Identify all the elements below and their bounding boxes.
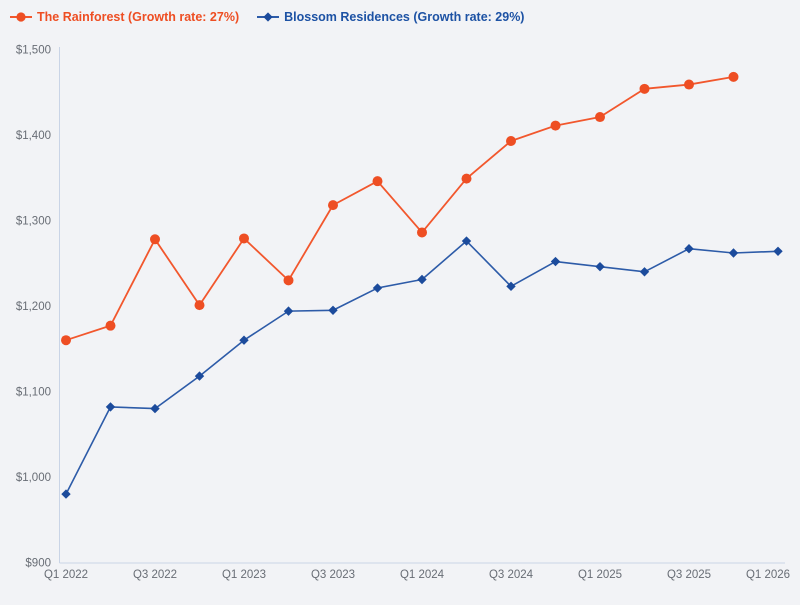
data-point [372,176,383,187]
data-point [105,402,116,412]
data-point [639,83,650,94]
y-tick-label: $1,500 [16,45,51,57]
data-point [550,256,561,267]
series-line [65,75,735,342]
data-point [194,371,205,381]
series-the-rainforest [61,71,739,346]
data-point [728,71,739,82]
data-point [684,79,694,90]
legend: The Rainforest (Growth rate: 27%) Blosso… [10,7,524,27]
data-point [150,403,160,414]
x-tick-label: Q3 2024 [489,569,534,581]
legend-item-the-rainforest[interactable]: The Rainforest (Growth rate: 27%) [10,7,239,27]
y-tick-label: $1,100 [16,387,51,399]
y-tick-label: $1,200 [16,301,51,313]
data-point [239,335,249,345]
data-point [461,173,472,184]
data-point [506,135,516,146]
data-point [328,200,338,211]
x-tick-label: Q1 2026 [746,569,790,581]
data-point [639,267,650,277]
series-blossom-residences [61,236,783,499]
line-diamond-marker-icon [257,12,280,22]
data-point [61,489,71,499]
line-circle-marker-icon [10,12,32,22]
data-point [728,248,739,258]
legend-label-blossom-residences: Blossom Residences (Growth rate: 29%) [284,10,525,24]
data-point [595,261,605,272]
data-point [550,120,561,131]
y-tick-label: $900 [25,558,51,570]
x-tick-label: Q1 2025 [578,569,622,581]
x-tick-label: Q3 2023 [311,569,355,581]
x-tick-label: Q1 2022 [44,569,88,581]
data-point [283,306,294,316]
x-tick-label: Q1 2024 [400,569,445,581]
y-tick-label: $1,300 [16,216,51,228]
data-point [328,305,338,315]
data-point [283,275,294,286]
data-point [150,234,160,245]
data-point [595,112,605,123]
data-point [461,236,472,246]
data-point [239,233,249,244]
x-tick-label: Q1 2023 [222,569,266,581]
data-point [61,335,71,346]
data-point [194,300,205,311]
data-point [506,281,516,292]
legend-item-blossom-residences[interactable]: Blossom Residences (Growth rate: 29%) [257,7,524,27]
legend-label-the-rainforest: The Rainforest (Growth rate: 27%) [37,10,240,24]
data-point [417,274,427,285]
x-tick-label: Q3 2022 [133,569,177,581]
y-tick-label: $1,400 [16,130,51,142]
y-tick-label: $1,000 [16,472,51,484]
data-point [684,244,694,254]
data-point [773,246,783,256]
data-point [105,320,116,331]
data-point [417,227,427,238]
x-tick-label: Q3 2025 [667,569,711,581]
data-point [372,283,383,293]
